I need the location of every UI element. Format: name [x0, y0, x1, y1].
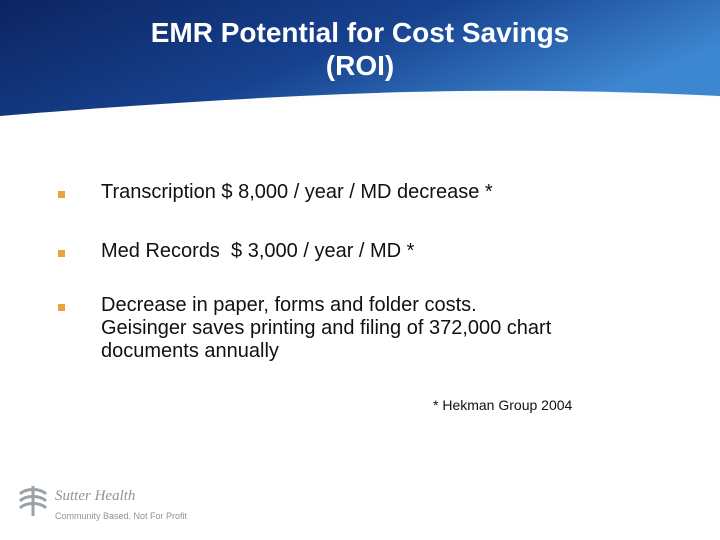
bullet-square-icon	[58, 304, 65, 311]
sutter-health-cross-icon	[18, 486, 48, 516]
slide-title-line-1: EMR Potential for Cost Savings	[150, 17, 570, 48]
bullet-square-icon	[58, 250, 65, 257]
logo-name: Sutter Health	[55, 488, 136, 504]
sutter-health-logo: Sutter Health Community Based. Not For P…	[16, 482, 196, 526]
bullet-text: Decrease in paper, forms and folder cost…	[101, 294, 552, 362]
title-banner: EMR Potential for Cost Savings (ROI)	[0, 0, 720, 130]
bullet-text: Transcription $ 8,000 / year / MD decrea…	[101, 181, 493, 203]
bullet-square-icon	[58, 191, 65, 198]
logo-tagline: Community Based. Not For Profit	[55, 511, 188, 521]
footnote: * Hekman Group 2004	[433, 397, 573, 413]
slide-title-line-2: (ROI)	[325, 50, 395, 81]
bullet-text: Med Records $ 3,000 / year / MD *	[101, 240, 415, 262]
banner-background	[0, 0, 720, 124]
slide-title: EMR Potential for Cost Savings (ROI)	[0, 16, 720, 82]
